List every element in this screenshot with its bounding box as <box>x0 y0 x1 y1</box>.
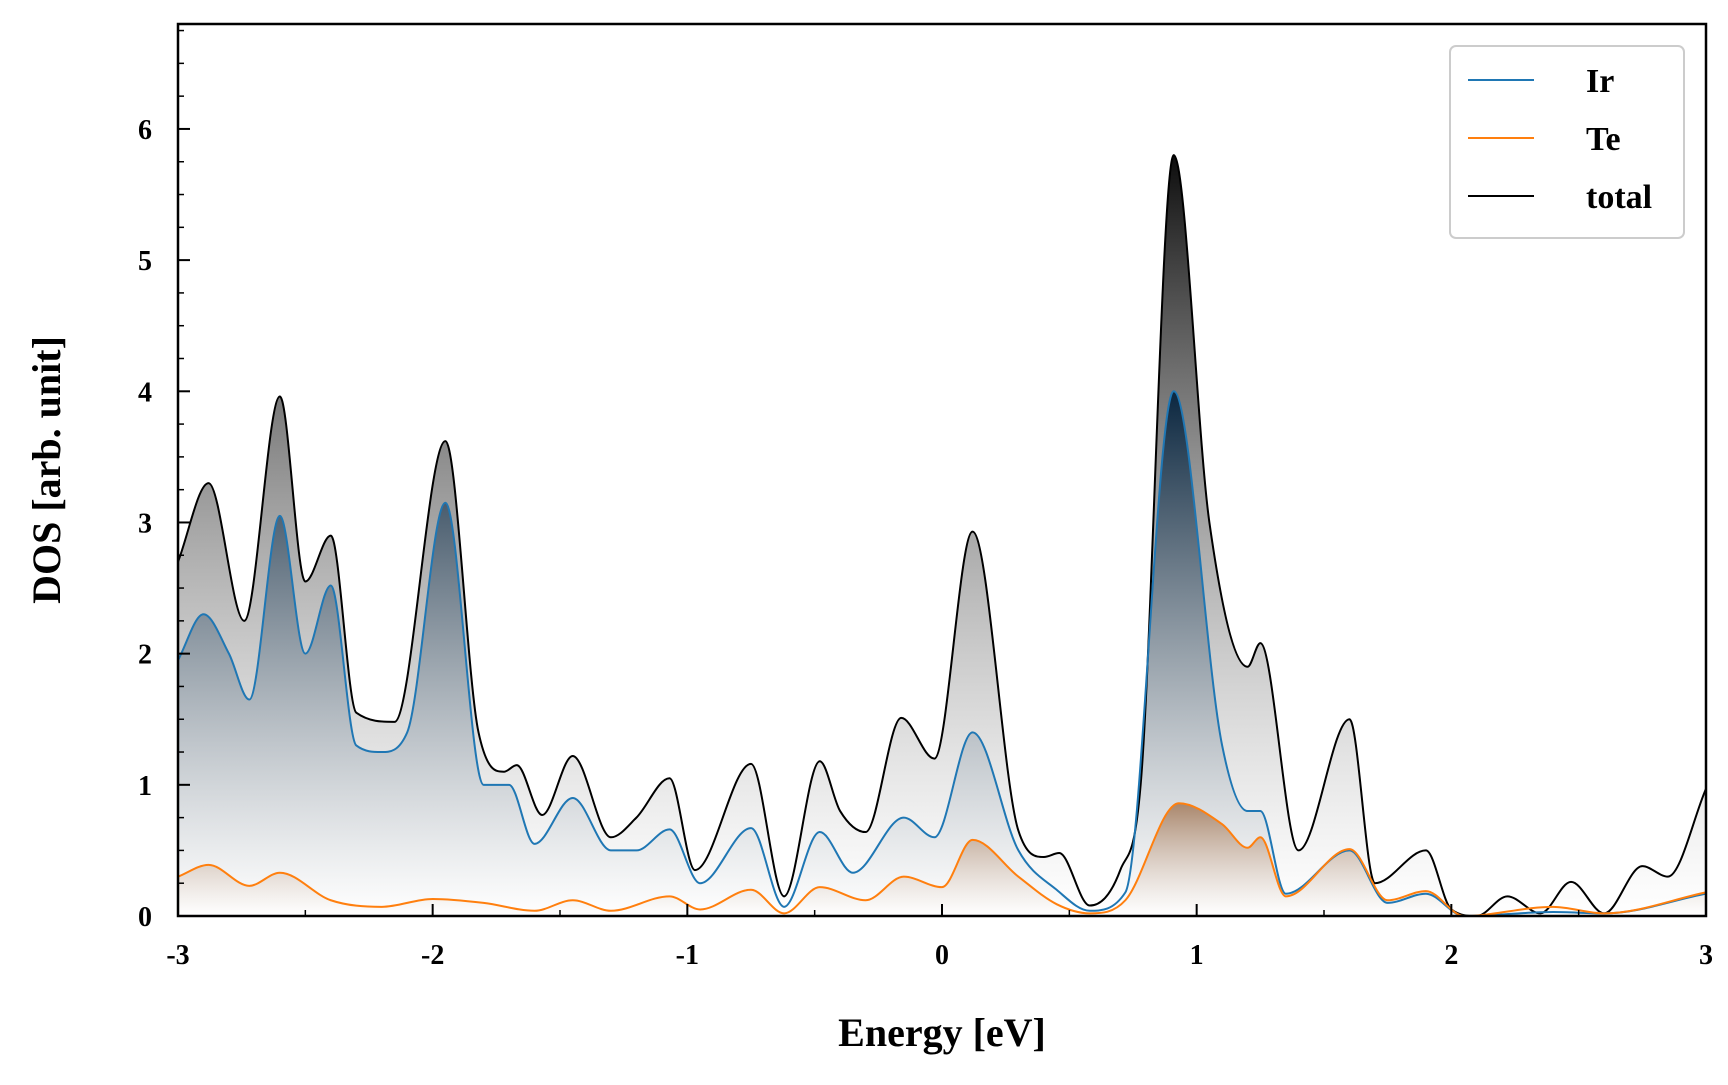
x-tick-label: 0 <box>935 940 949 971</box>
y-tick-label: 2 <box>138 640 152 671</box>
x-tick-label: 1 <box>1190 940 1204 971</box>
x-axis-title: Energy [eV] <box>838 1010 1046 1055</box>
y-tick-label: 1 <box>138 771 152 802</box>
legend-label-te: Te <box>1586 121 1621 158</box>
y-tick-label: 3 <box>138 508 152 539</box>
x-tick-label: -2 <box>421 940 444 971</box>
series-lines <box>177 154 1707 918</box>
y-tick-label: 5 <box>138 246 152 277</box>
y-tick-label: 0 <box>138 902 152 933</box>
y-axis-title: DOS [arb. unit] <box>24 336 69 604</box>
x-tick-label: 2 <box>1444 940 1458 971</box>
area-fill-te <box>178 803 1706 916</box>
legend-label-ir: Ir <box>1586 63 1614 100</box>
area-fill-ir <box>178 391 1706 916</box>
series-line-te <box>177 802 1707 918</box>
legend: Ir Te total <box>1449 45 1685 239</box>
x-tick-label: -3 <box>166 940 189 971</box>
series-line-total <box>177 154 1707 918</box>
legend-label-total: total <box>1586 179 1652 216</box>
y-tick-label: 4 <box>138 377 152 408</box>
series-line-ir <box>177 390 1707 918</box>
y-tick-label: 6 <box>138 115 152 146</box>
x-tick-label: -1 <box>676 940 699 971</box>
axes: -3 -2 -1 0 1 2 3 0 1 2 3 4 5 6 Energy [eV] DOS [arb. un… <box>24 22 1713 1055</box>
x-tick-label: 3 <box>1699 940 1713 971</box>
legend-box <box>1449 45 1685 239</box>
area-fills <box>178 155 1706 916</box>
